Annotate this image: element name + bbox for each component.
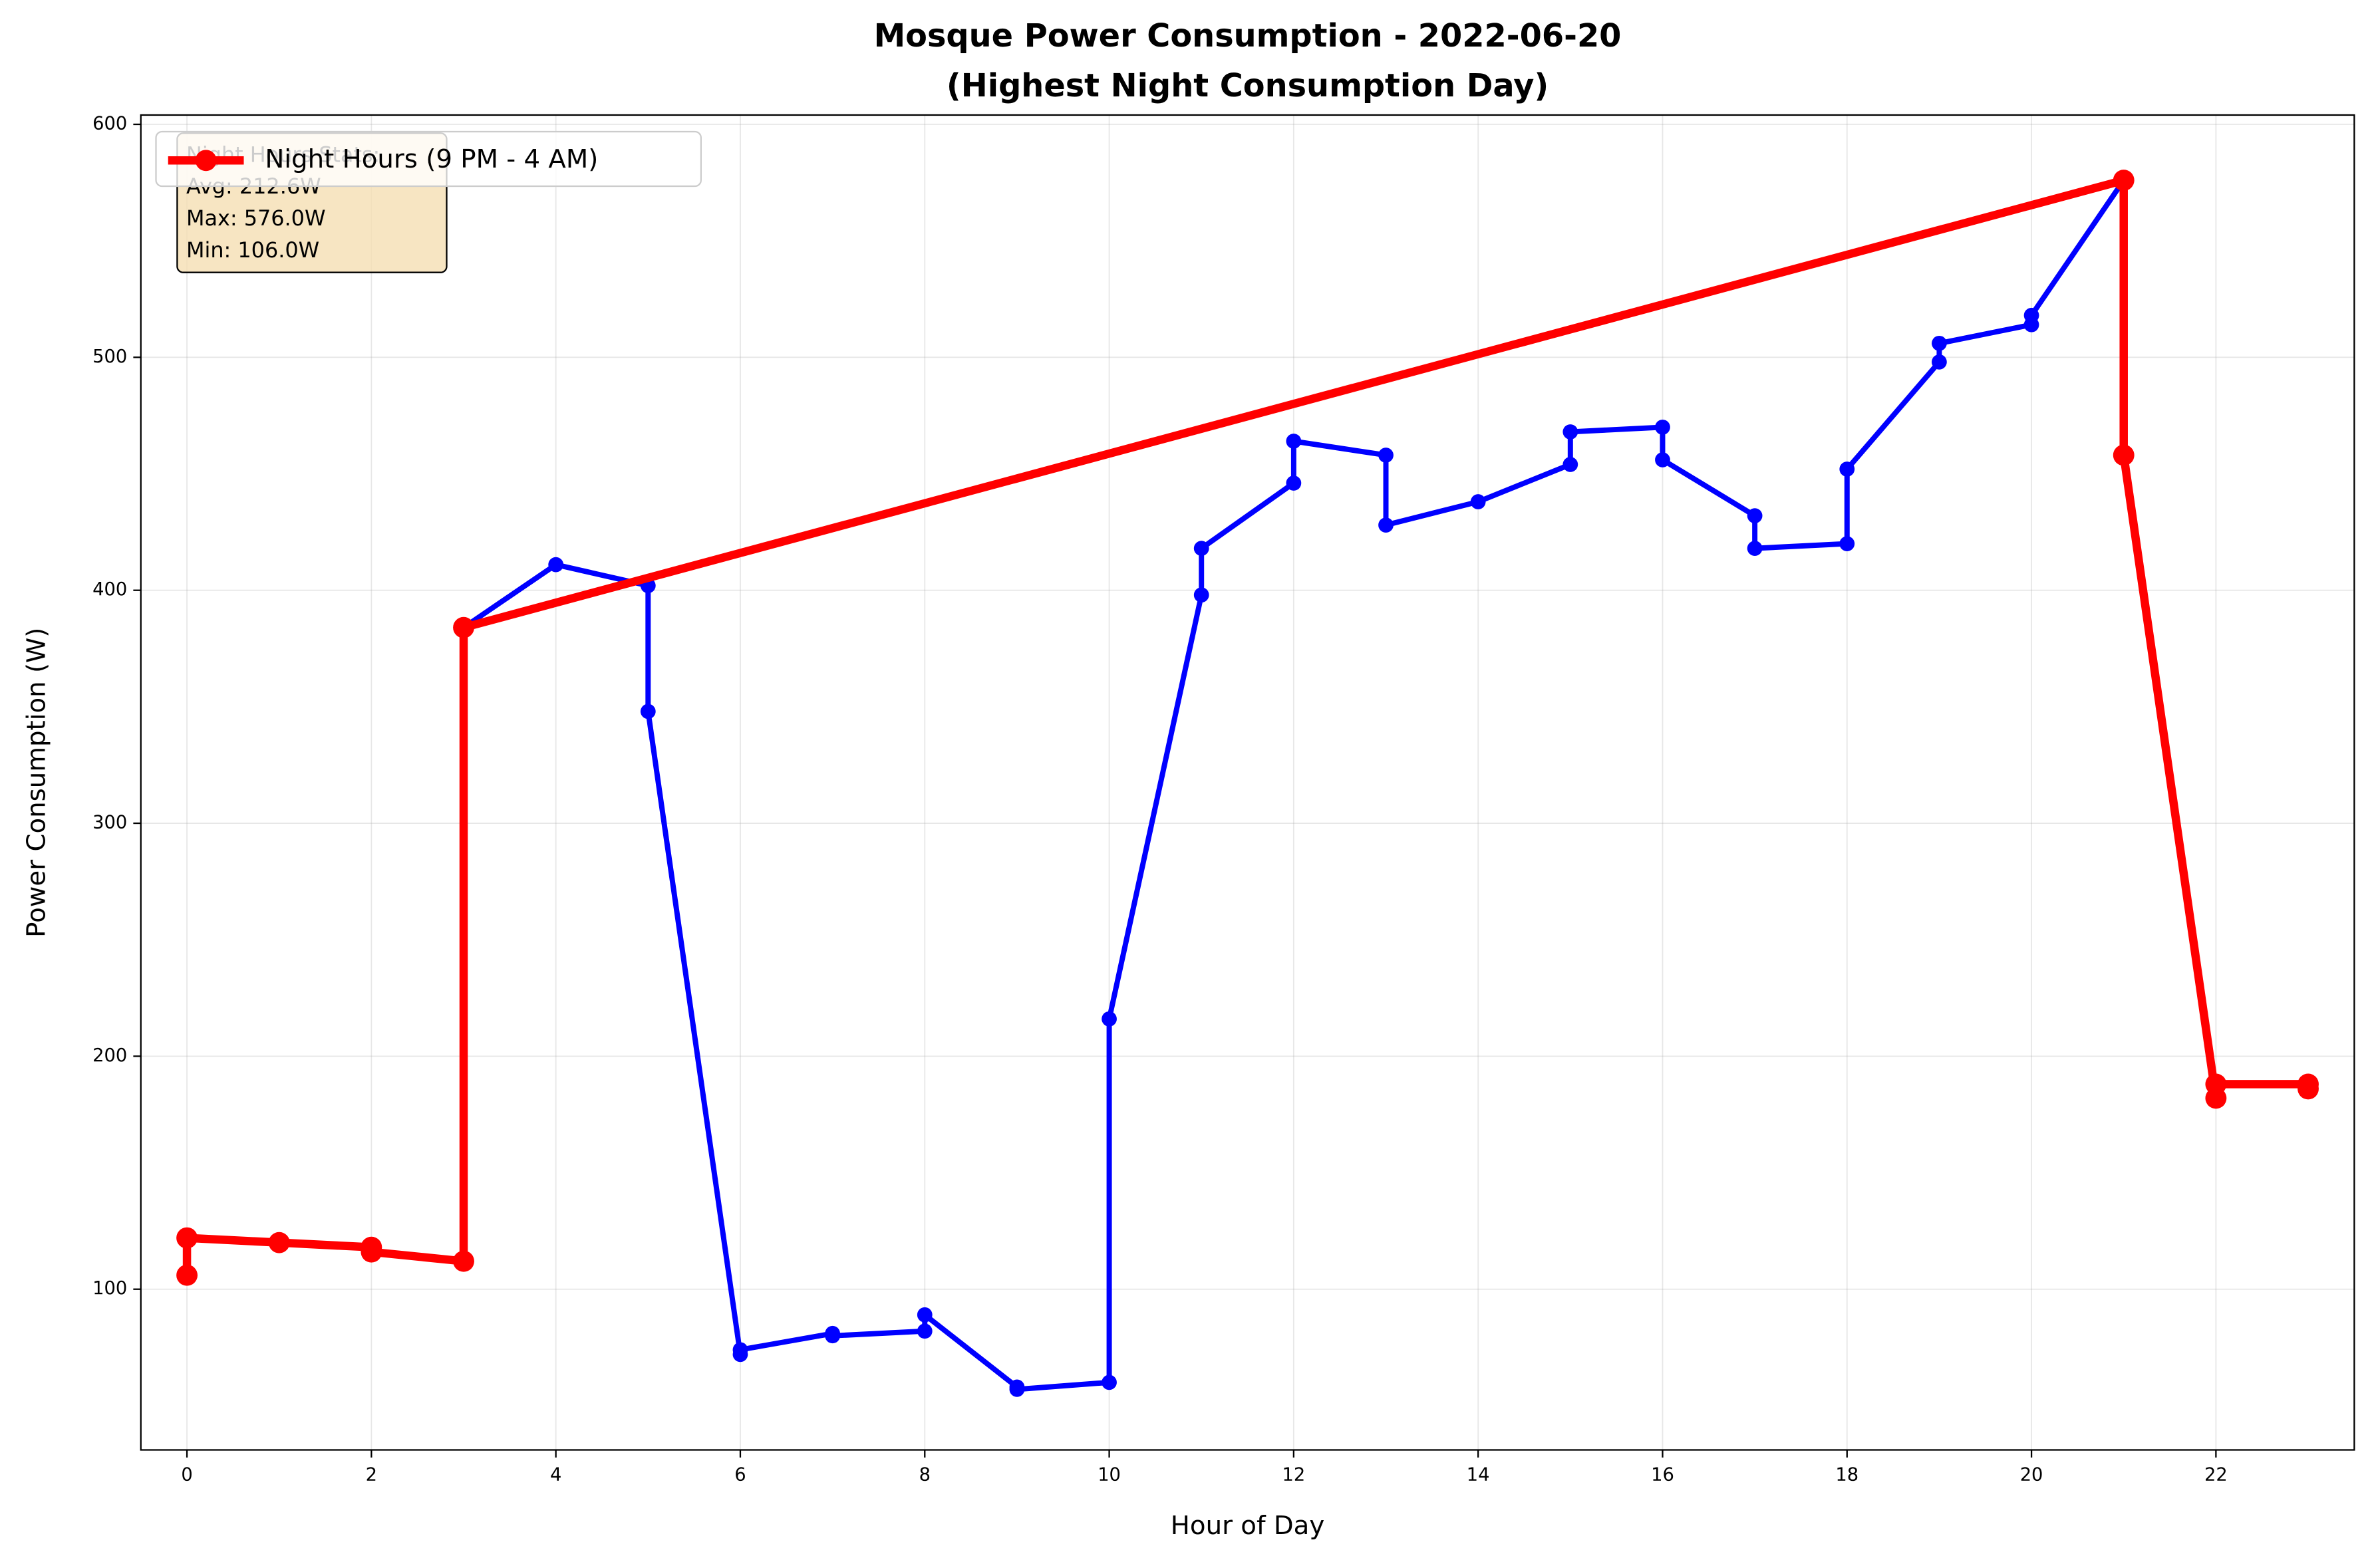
point — [1839, 461, 1855, 477]
point — [1286, 475, 1302, 491]
y-tick-label: 200 — [92, 1045, 127, 1066]
y-tick-label: 300 — [92, 813, 127, 833]
point — [2113, 170, 2135, 192]
point — [1839, 536, 1855, 551]
point — [917, 1323, 933, 1339]
y-axis-label: Power Consumption (W) — [21, 628, 51, 938]
x-tick-label: 22 — [2204, 1465, 2228, 1486]
point — [1932, 354, 1947, 370]
point — [2023, 307, 2039, 323]
point — [453, 616, 474, 638]
point — [176, 1227, 198, 1249]
point — [2205, 1073, 2227, 1095]
point — [1193, 587, 1209, 603]
y-tick-label: 100 — [92, 1278, 127, 1299]
point — [453, 1250, 474, 1272]
x-tick-label: 4 — [550, 1465, 561, 1486]
y-tick-label: 500 — [92, 346, 127, 367]
point — [1747, 508, 1763, 523]
point — [1286, 434, 1302, 449]
x-tick-label: 16 — [1651, 1465, 1674, 1486]
point — [1193, 541, 1209, 557]
point — [2298, 1078, 2319, 1100]
y-tick-label: 400 — [92, 579, 127, 600]
x-tick-label: 0 — [181, 1465, 192, 1486]
point — [176, 1264, 198, 1286]
annotation-text: Min: 106.0W — [186, 237, 319, 263]
x-tick-label: 8 — [919, 1465, 931, 1486]
point — [1932, 335, 1947, 351]
x-tick-label: 12 — [1282, 1465, 1306, 1486]
legend-marker — [195, 150, 217, 172]
point — [640, 704, 656, 719]
x-tick-label: 14 — [1467, 1465, 1490, 1486]
point — [1470, 494, 1486, 509]
chart-title: Mosque Power Consumption - 2022-06-20 — [874, 18, 1622, 55]
point — [1378, 448, 1394, 463]
legend-box — [155, 130, 702, 188]
point — [548, 557, 564, 573]
x-tick-label: 6 — [734, 1465, 746, 1486]
x-tick-label: 20 — [2020, 1465, 2043, 1486]
point — [1747, 541, 1763, 557]
point — [2113, 444, 2135, 466]
legend-label: Night Hours (9 PM - 4 AM) — [265, 144, 598, 174]
point — [1102, 1374, 1117, 1390]
point — [268, 1232, 290, 1253]
point — [361, 1241, 382, 1263]
point — [1378, 517, 1394, 533]
point — [1655, 452, 1670, 467]
point — [917, 1307, 933, 1323]
point — [1102, 1011, 1117, 1027]
annotation-text: Max: 576.0W — [186, 205, 325, 231]
point — [825, 1328, 840, 1344]
point — [1009, 1381, 1025, 1397]
x-axis-label: Hour of Day — [1171, 1511, 1324, 1541]
x-tick-label: 18 — [1835, 1465, 1858, 1486]
y-tick-label: 600 — [92, 113, 127, 134]
plot-frame — [140, 114, 2355, 1451]
point — [1655, 420, 1670, 435]
point — [1562, 424, 1578, 440]
chart-title: (Highest Night Consumption Day) — [947, 68, 1549, 104]
x-tick-label: 2 — [366, 1465, 377, 1486]
point — [1562, 457, 1578, 472]
point — [732, 1342, 748, 1358]
x-tick-label: 10 — [1098, 1465, 1121, 1486]
